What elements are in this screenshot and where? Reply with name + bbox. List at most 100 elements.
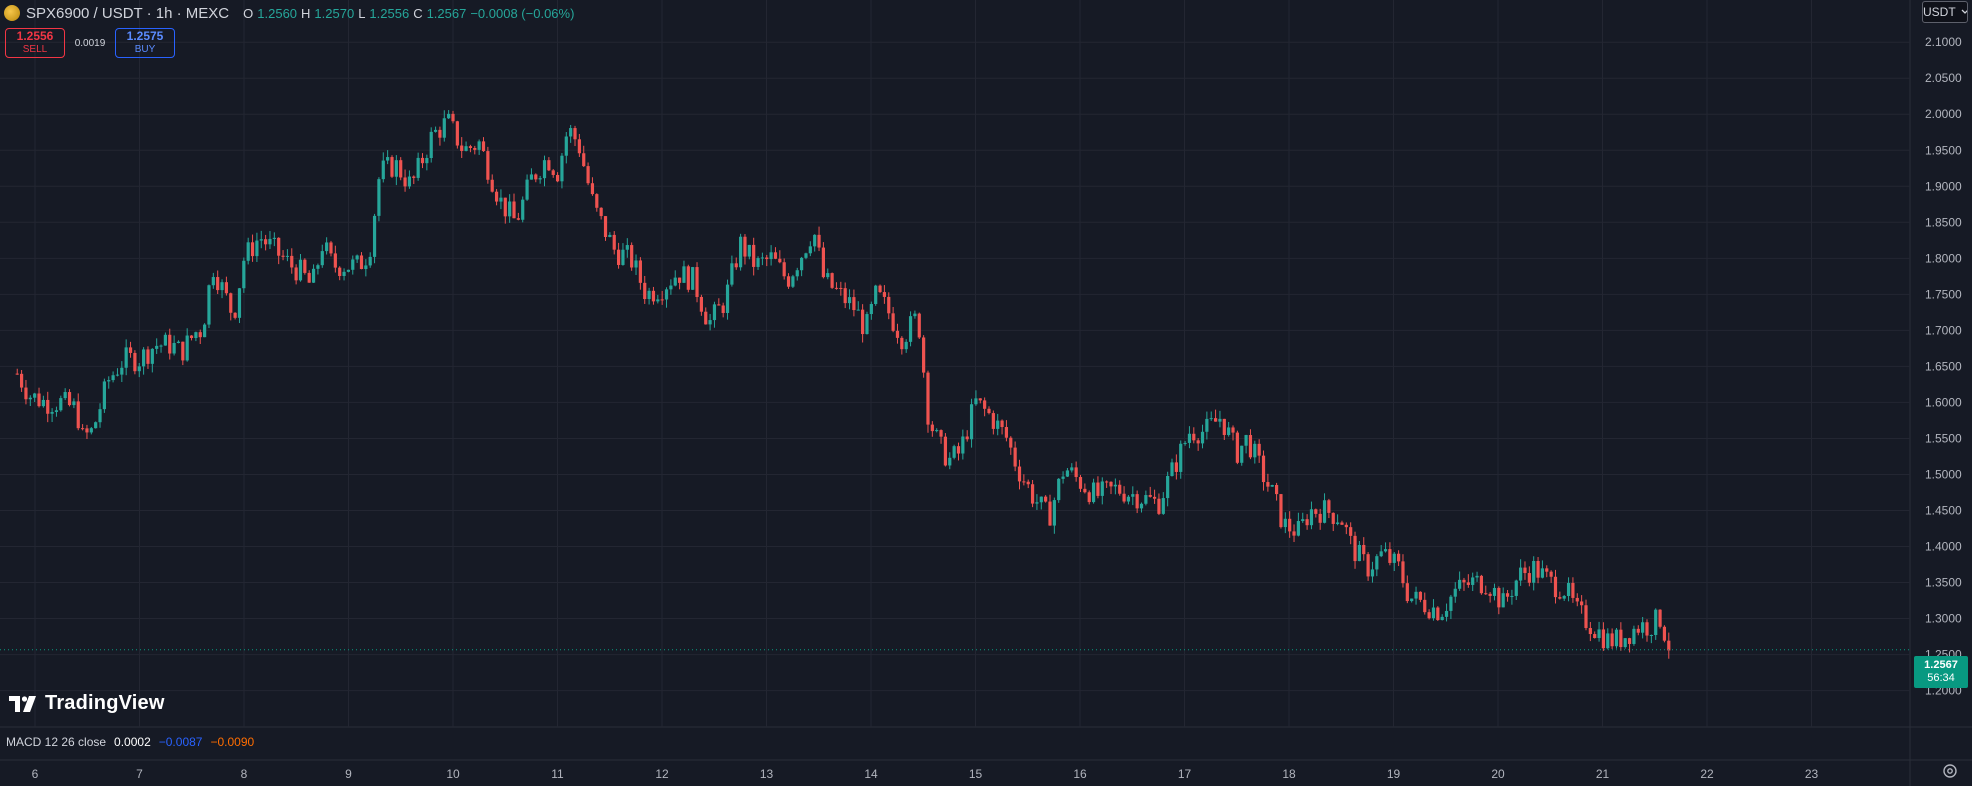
candle-body [948,457,952,466]
candle-body [1048,501,1052,526]
candle [582,145,586,168]
macd-value: 0.0002 [114,735,151,749]
buy-price: 1.2575 [126,29,164,43]
candle [224,276,229,296]
candle [521,196,525,223]
candle [1135,490,1139,514]
candle [677,277,682,290]
candle [237,287,242,324]
candle [747,244,751,260]
candle [987,406,991,415]
candle-body [695,267,699,297]
candle-body [773,252,778,259]
candle-body [704,311,708,325]
candle [1632,625,1636,646]
candle [965,430,969,442]
candle-body [1257,443,1261,456]
x-tick-label: 23 [1805,767,1819,781]
candle [176,340,181,344]
candle [708,313,712,331]
candle [399,157,403,181]
candle [407,170,412,189]
candle-body [1030,484,1035,504]
candle [246,237,250,265]
candle [638,257,642,290]
candle [1405,575,1409,604]
candle [769,245,773,266]
candle-body [250,242,255,257]
candle [41,395,45,408]
candle-body [1362,544,1366,555]
candle-body [264,239,268,245]
candle [739,233,743,271]
candle-body [1575,597,1579,602]
candle [115,368,120,377]
candle-body [33,393,37,398]
candle-body [1523,567,1527,574]
candle-body [603,216,608,238]
candle-body [333,253,337,268]
candle-body [1418,591,1422,600]
candle-body [1514,580,1518,596]
candle-body [50,411,54,414]
candle [194,331,198,342]
candle [1471,572,1475,592]
candle-body [1135,494,1139,509]
candle-body [1301,519,1305,522]
candle [852,289,856,317]
candle-body [1370,569,1375,577]
candle-body [185,335,189,361]
candle [1187,426,1192,449]
bar-countdown: 56:34 [1927,672,1955,684]
symbol-label[interactable]: SPX6900 / USDT · 1h · MEXC [26,4,230,22]
candle-body [730,263,734,285]
candle [1205,411,1209,440]
candle [1035,494,1039,510]
candle [1017,459,1022,490]
currency-selector[interactable]: USDT [1922,1,1968,23]
candle-body [834,287,839,289]
candle [1349,522,1353,545]
candle [551,169,555,178]
candle [220,279,224,299]
candle-body [316,265,320,269]
tradingview-icon [9,695,36,712]
y-tick-label: 1.7500 [1925,287,1962,301]
candle-body [72,401,76,406]
candle [168,328,172,360]
settings-icon[interactable] [1942,763,1958,779]
candle [1549,570,1553,583]
candle-body [725,284,730,313]
candle-body [756,258,760,267]
candle [1327,498,1331,519]
candle-body [752,244,756,267]
candle-body [625,245,629,250]
candle-body [1087,492,1091,503]
candle [1662,625,1667,643]
candle [1144,490,1148,506]
buy-button[interactable]: 1.2575 BUY [115,28,175,58]
candle-body [455,121,459,146]
tradingview-logo[interactable]: TradingView [9,692,165,715]
candle-body [1405,583,1409,602]
candle [163,332,167,346]
candle [1379,545,1383,558]
candle-body [1000,420,1004,428]
candle-body [181,341,185,361]
symbol-header[interactable]: SPX6900 / USDT · 1h · MEXC O 1.2560 H 1.25… [4,3,574,23]
candle [660,290,664,305]
candle [1566,577,1571,602]
candle-body [878,285,882,293]
candle [961,429,965,460]
candle-body [1279,494,1283,528]
candle [765,254,769,267]
candle [1030,480,1035,508]
sell-button[interactable]: 1.2556 SELL [5,28,65,58]
macd-legend[interactable]: MACD 12 26 close 0.0002 −0.0087 −0.0090 [6,735,254,749]
candle [516,212,520,221]
candle-body [608,234,612,238]
candle-body [804,253,808,258]
candle-body [464,146,468,151]
candle-body [708,320,712,325]
